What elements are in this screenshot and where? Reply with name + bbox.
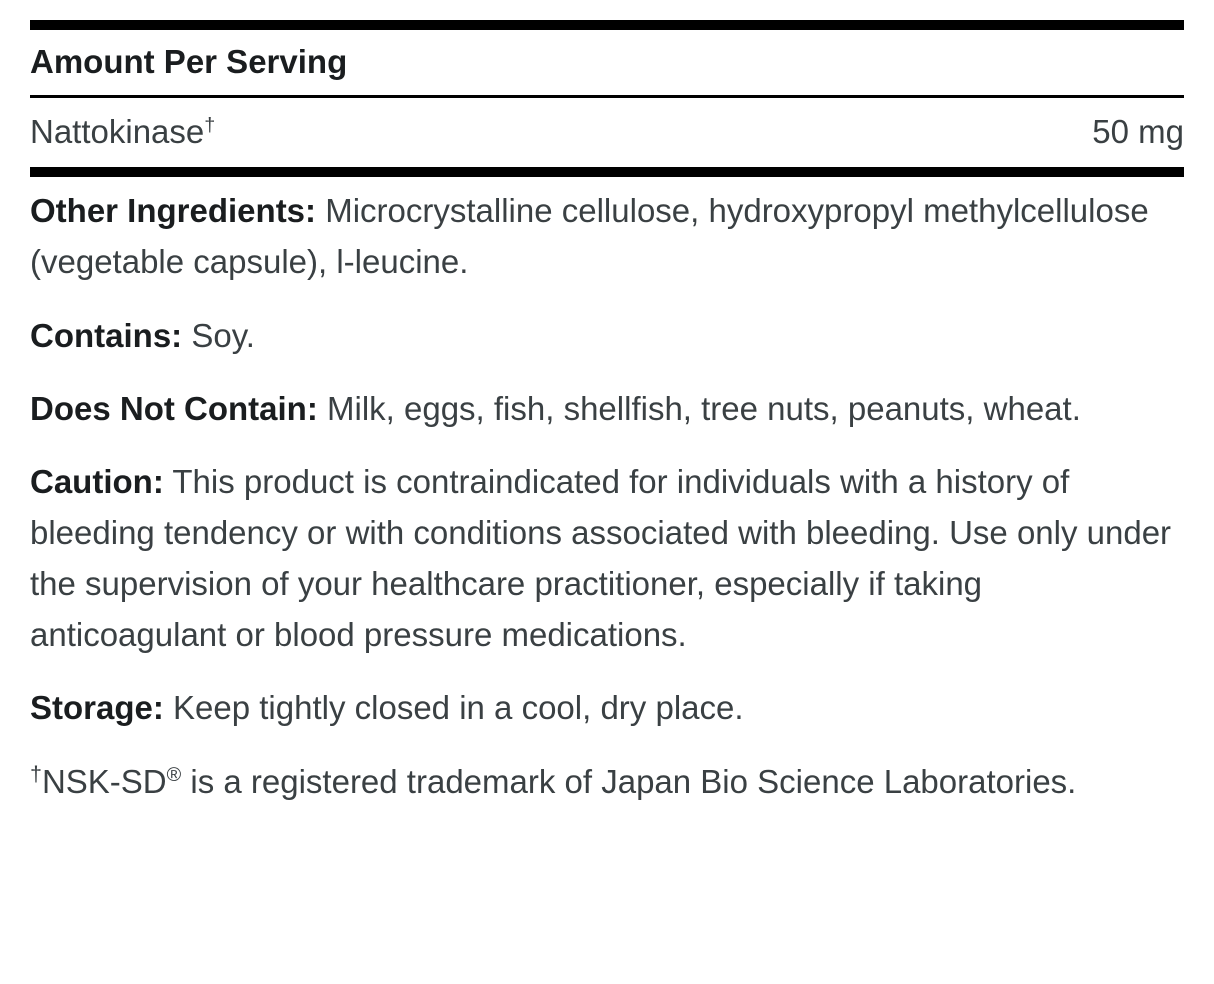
contains-label: Contains: (30, 317, 182, 354)
amount-per-serving-label: Amount Per Serving (30, 43, 347, 80)
ingredient-name: Nattokinase† (30, 106, 215, 157)
trademark-footnote: †NSK-SD® is a registered trademark of Ja… (30, 756, 1184, 807)
caution-section: Caution: This product is contraindicated… (30, 456, 1184, 661)
does-not-contain-section: Does Not Contain: Milk, eggs, fish, shel… (30, 383, 1184, 434)
amount-per-serving-row: Amount Per Serving (30, 30, 1184, 95)
storage-section: Storage: Keep tightly closed in a cool, … (30, 682, 1184, 733)
storage-text: Keep tightly closed in a cool, dry place… (164, 689, 744, 726)
footnote-text: is a registered trademark of Japan Bio S… (181, 763, 1076, 800)
ingredient-name-text: Nattokinase (30, 113, 204, 150)
footnote-dagger: † (30, 762, 42, 786)
does-not-contain-label: Does Not Contain: (30, 390, 318, 427)
ingredient-row: Nattokinase† 50 mg (30, 98, 1184, 167)
ingredient-bottom-rule (30, 167, 1184, 177)
ingredient-dagger: † (204, 114, 215, 136)
contains-section: Contains: Soy. (30, 310, 1184, 361)
ingredient-amount: 50 mg (1092, 106, 1184, 157)
does-not-contain-text: Milk, eggs, fish, shellfish, tree nuts, … (318, 390, 1081, 427)
other-ingredients-section: Other Ingredients: Microcrystalline cell… (30, 185, 1184, 287)
caution-text: This product is contraindicated for indi… (30, 463, 1171, 653)
contains-text: Soy. (182, 317, 255, 354)
other-ingredients-label: Other Ingredients: (30, 192, 316, 229)
top-rule (30, 20, 1184, 30)
caution-label: Caution: (30, 463, 164, 500)
storage-label: Storage: (30, 689, 164, 726)
supplement-facts-panel: Amount Per Serving Nattokinase† 50 mg Ot… (0, 0, 1214, 984)
footnote-reg: ® (167, 764, 182, 786)
footnote-brand: NSK-SD (42, 763, 167, 800)
